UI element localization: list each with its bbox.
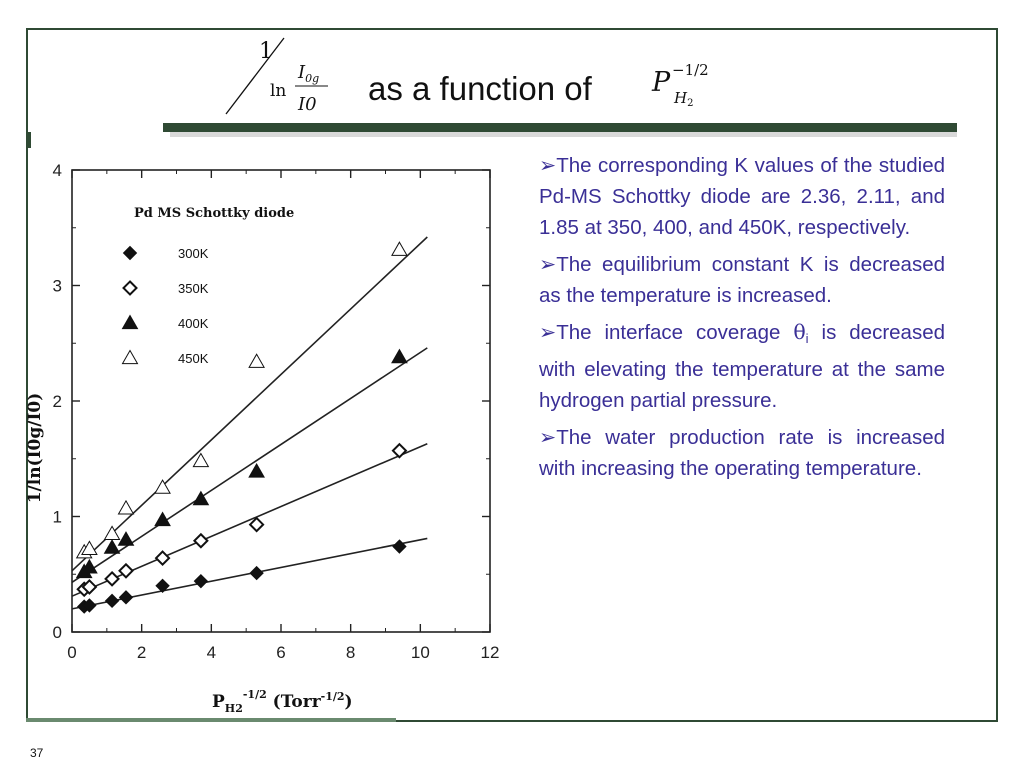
y-tick-label: 1 bbox=[53, 508, 62, 527]
theta-subscript: i bbox=[805, 331, 809, 346]
svg-text:H2: H2 bbox=[673, 89, 693, 109]
legend-marker-300K bbox=[122, 245, 138, 261]
bullet-arrow-icon: ➢ bbox=[539, 253, 557, 276]
bullet-equilibrium: ➢The equilibrium constant K is decreased… bbox=[539, 249, 945, 311]
x-tick-label: 12 bbox=[481, 643, 500, 662]
legend-label-350K: 350K bbox=[178, 281, 209, 296]
theta-symbol: θ bbox=[793, 320, 806, 344]
data-point-300K bbox=[249, 565, 264, 581]
data-point-350K bbox=[104, 570, 120, 587]
y-tick-label: 3 bbox=[53, 277, 62, 296]
bullet-arrow-icon: ➢ bbox=[539, 321, 557, 344]
bullet-k-values: ➢The corresponding K values of the studi… bbox=[539, 150, 945, 243]
bullet-text: is decreased with elevating the temperat… bbox=[539, 321, 945, 412]
bottom-accent-bar bbox=[26, 718, 396, 722]
bullet-arrow-icon: ➢ bbox=[539, 154, 557, 177]
data-point-350K bbox=[154, 550, 171, 566]
legend-marker-400K bbox=[121, 314, 139, 330]
title-pressure-symbol: P −1/2 H2 bbox=[651, 61, 709, 109]
data-point-400K bbox=[391, 348, 408, 364]
data-point-400K bbox=[117, 531, 135, 546]
x-tick-label: 0 bbox=[67, 643, 76, 662]
x-axis-label: PH2-1/2 (Torr-1/2) bbox=[212, 688, 353, 715]
bullet-list: ➢The corresponding K values of the studi… bbox=[539, 150, 945, 490]
legend-label-400K: 400K bbox=[178, 316, 209, 331]
y-tick-label: 0 bbox=[53, 623, 62, 642]
page-title: as a function of bbox=[368, 70, 592, 107]
y-tick-label: 2 bbox=[53, 392, 62, 411]
bullet-text: The water production rate is increased w… bbox=[539, 426, 945, 480]
data-point-400K bbox=[154, 511, 171, 527]
legend-marker-450K bbox=[121, 349, 139, 365]
x-tick-label: 2 bbox=[137, 643, 146, 662]
data-point-450K bbox=[192, 452, 210, 468]
formula-i0: I0 bbox=[297, 94, 317, 115]
bullet-text: The interface coverage bbox=[556, 321, 794, 344]
data-point-450K bbox=[81, 540, 98, 555]
data-point-350K bbox=[118, 562, 134, 579]
x-tick-label: 10 bbox=[411, 643, 430, 662]
data-point-400K bbox=[103, 539, 121, 554]
title-formula: 1 ln I0g I0 bbox=[225, 37, 328, 115]
svg-text:P: P bbox=[651, 67, 671, 98]
data-point-300K bbox=[193, 573, 209, 589]
fit-line-450K bbox=[71, 236, 428, 572]
title-underline-dark bbox=[163, 123, 957, 132]
data-point-350K bbox=[81, 579, 98, 595]
data-point-450K bbox=[154, 479, 171, 494]
data-point-400K bbox=[192, 490, 210, 506]
title-underline-light bbox=[170, 132, 957, 137]
page-number: 37 bbox=[30, 746, 44, 760]
x-tick-label: 8 bbox=[346, 643, 355, 662]
data-point-300K bbox=[104, 593, 120, 609]
y-tick-label: 4 bbox=[53, 161, 62, 180]
data-point-450K bbox=[391, 241, 408, 256]
data-point-300K bbox=[155, 578, 170, 594]
data-point-450K bbox=[103, 525, 121, 540]
chart-title: Pd MS Schottky diode bbox=[134, 206, 294, 221]
x-tick-label: 4 bbox=[207, 643, 216, 662]
bullet-arrow-icon: ➢ bbox=[539, 426, 557, 449]
slide-frame bbox=[26, 28, 998, 722]
data-point-450K bbox=[117, 499, 135, 515]
data-point-350K bbox=[192, 532, 209, 549]
formula-ln: ln bbox=[270, 81, 286, 101]
data-point-350K bbox=[391, 442, 408, 459]
data-point-300K bbox=[392, 539, 407, 554]
data-point-300K bbox=[82, 598, 97, 613]
left-accent-bar bbox=[26, 132, 31, 148]
legend-label-450K: 450K bbox=[178, 351, 209, 366]
legend-marker-350K bbox=[122, 280, 138, 296]
bullet-water-production: ➢The water production rate is increased … bbox=[539, 422, 945, 484]
legend-label-300K: 300K bbox=[178, 246, 209, 261]
bullet-text: The corresponding K values of the studie… bbox=[539, 154, 945, 239]
data-point-400K bbox=[81, 558, 98, 574]
bullet-interface-coverage: ➢The interface coverage θi is decreased … bbox=[539, 317, 945, 416]
formula-i0g: I0g bbox=[297, 62, 319, 85]
data-point-400K bbox=[248, 462, 265, 478]
y-axis-label: 1/ln(I0g/I0) bbox=[26, 393, 45, 504]
data-point-300K bbox=[118, 590, 134, 605]
data-point-450K bbox=[248, 353, 265, 368]
x-tick-label: 6 bbox=[276, 643, 285, 662]
formula-numerator: 1 bbox=[259, 39, 273, 64]
data-point-350K bbox=[248, 516, 265, 533]
svg-text:−1/2: −1/2 bbox=[672, 61, 709, 79]
bullet-text: The equilibrium constant K is decreased … bbox=[539, 253, 945, 307]
